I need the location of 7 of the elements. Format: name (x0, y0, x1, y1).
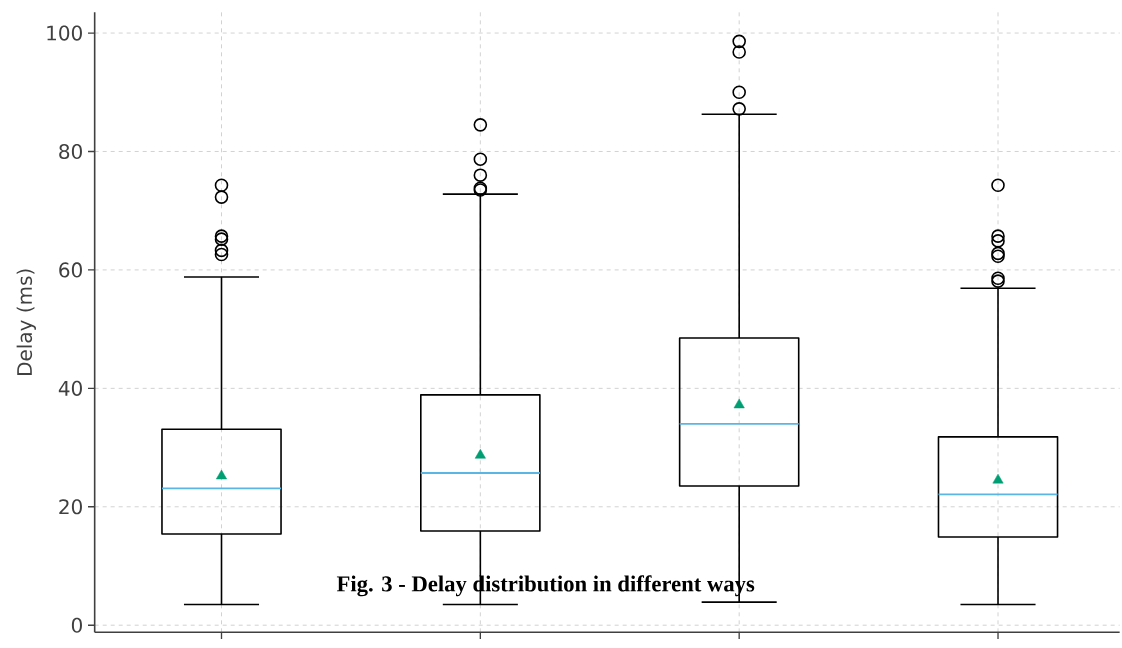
y-tick-label: 100 (47, 25, 82, 41)
y-axis-title: Delay (ms) (16, 269, 36, 375)
y-tick-label: 60 (59, 262, 82, 278)
y-tick-label: 20 (59, 499, 82, 515)
y-tick-label: 80 (59, 143, 82, 159)
y-tick-label: 40 (58, 380, 82, 396)
y-tick-label: 0 (71, 617, 82, 633)
